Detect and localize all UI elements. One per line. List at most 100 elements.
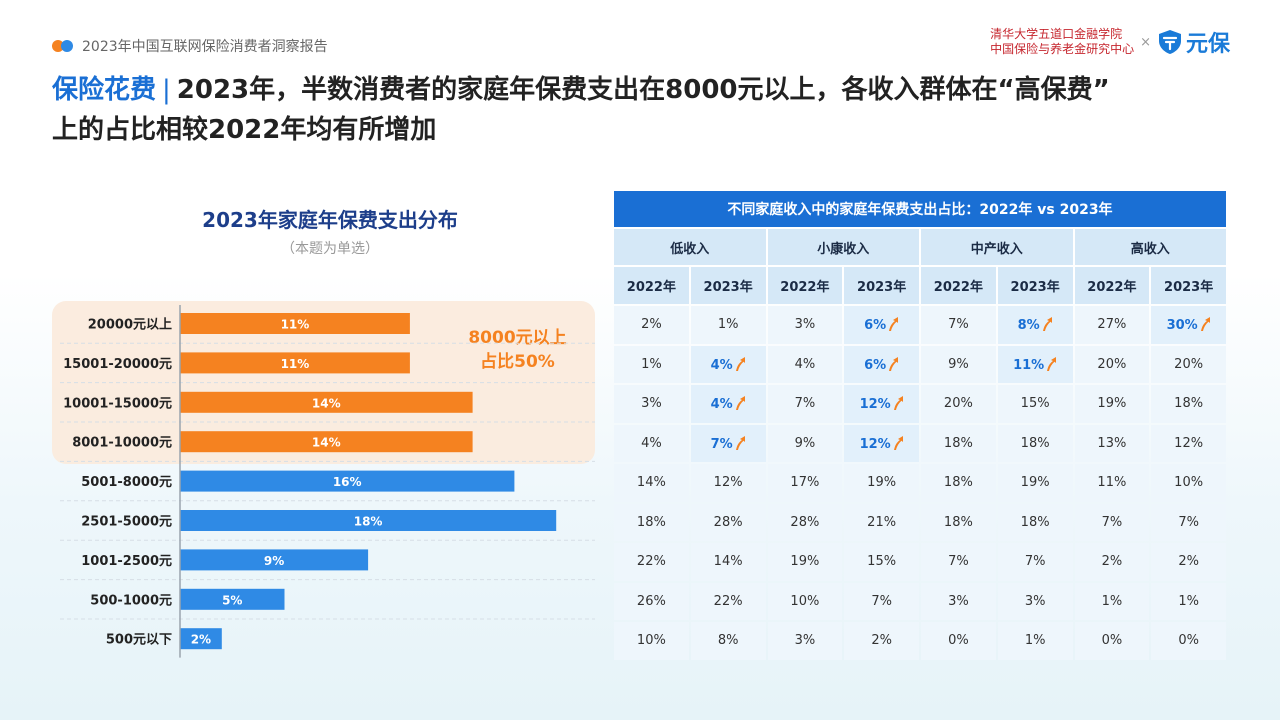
table-cell: 2% xyxy=(1151,543,1226,581)
bar xyxy=(180,470,515,492)
table-cell: 9% xyxy=(767,424,843,462)
table-cell: 3% xyxy=(767,622,843,660)
table-cell: 4% xyxy=(690,345,766,383)
table-cell: 18% xyxy=(921,464,996,502)
table-cell: 19% xyxy=(1074,385,1150,423)
up-arrow-icon xyxy=(893,396,903,411)
table-cell: 1% xyxy=(690,306,766,344)
up-arrow-icon xyxy=(735,396,745,411)
table-cell: 11% xyxy=(1074,464,1150,502)
year-header: 2023年 xyxy=(1151,267,1226,304)
table-cell: 7% xyxy=(844,582,919,620)
table-cell: 6% xyxy=(844,345,919,383)
group-header: 低收入 xyxy=(614,229,766,265)
value-label: 16% xyxy=(333,475,362,489)
table-cell: 7% xyxy=(921,306,996,344)
table-cell: 13% xyxy=(1074,424,1150,462)
table-cell: 26% xyxy=(614,582,689,620)
table-row: 4% 7% 9% 12% 18% 18% 13% 12% xyxy=(614,424,1226,462)
table-cell: 12% xyxy=(844,424,919,462)
table-cell: 3% xyxy=(997,582,1073,620)
up-arrow-icon xyxy=(889,356,899,371)
bar xyxy=(180,628,222,650)
year-header: 2023年 xyxy=(844,267,919,304)
category-label: 10001-15000元 xyxy=(63,396,172,411)
value-label: 18% xyxy=(354,515,383,529)
value-label: 14% xyxy=(312,396,341,410)
value-label: 11% xyxy=(281,357,310,371)
bar xyxy=(180,391,473,413)
up-arrow-icon xyxy=(1047,356,1057,371)
group-header: 小康收入 xyxy=(767,229,919,265)
table-cell: 6% xyxy=(844,306,919,344)
table-cell: 10% xyxy=(1151,464,1226,502)
report-header: 2023年中国互联网保险消费者洞察报告 xyxy=(52,36,328,56)
value-label: 9% xyxy=(264,554,284,568)
group-header: 中产收入 xyxy=(921,229,1073,265)
table-cell: 2% xyxy=(844,622,919,660)
table-cell: 22% xyxy=(614,543,689,581)
brand-logo: 元保 xyxy=(1157,26,1230,58)
table-cell: 12% xyxy=(844,385,919,423)
table-cell: 1% xyxy=(1151,582,1226,620)
category-label: 1001-2500元 xyxy=(81,554,172,569)
report-logo-dots-icon xyxy=(52,39,76,53)
table-row: 1% 4% 4% 6% 9% 11% 20% 20% xyxy=(614,345,1226,383)
year-header: 2023年 xyxy=(690,267,766,304)
table-row: 26% 22% 10% 7% 3% 3% 1% 1% xyxy=(614,582,1226,620)
table-body: 2% 1% 3% 6% 7% 8% 27% 30% 1% 4% 4% 6% 9% 11% 20% 20% 3% 4… xyxy=(614,306,1226,660)
table-cell: 7% xyxy=(921,543,996,581)
brand-name: 元保 xyxy=(1185,32,1230,57)
year-header-row: 2022年 2023年 2022年 2023年 2022年 2023年 2022年 2023年 xyxy=(614,267,1226,304)
category-label: 5001-8000元 xyxy=(81,475,172,490)
bar xyxy=(180,431,473,453)
category-label: 15001-20000元 xyxy=(63,357,172,372)
report-title: 2023年中国互联网保险消费者洞察报告 xyxy=(82,39,328,55)
value-label: 14% xyxy=(312,436,341,450)
table-cell: 12% xyxy=(690,464,766,502)
table-cell: 18% xyxy=(921,503,996,541)
category-label: 20000元以上 xyxy=(88,318,172,333)
table-row: 2% 1% 3% 6% 7% 8% 27% 30% xyxy=(614,306,1226,344)
table-cell: 1% xyxy=(1074,582,1150,620)
table-cell: 10% xyxy=(767,582,843,620)
table-cell: 1% xyxy=(614,345,689,383)
table-cell: 0% xyxy=(1151,622,1226,660)
table-cell: 18% xyxy=(921,424,996,462)
org-line-1: 清华大学五道口金融学院 xyxy=(990,27,1123,41)
bar xyxy=(180,588,285,610)
table-cell: 0% xyxy=(921,622,996,660)
year-header: 2022年 xyxy=(1074,267,1150,304)
table-cell: 14% xyxy=(614,464,689,502)
times-sign: × xyxy=(1140,34,1151,50)
shield-logo-icon xyxy=(1158,30,1181,54)
table-cell: 18% xyxy=(997,424,1073,462)
table-cell: 20% xyxy=(921,385,996,423)
table-cell: 8% xyxy=(690,622,766,660)
year-header: 2022年 xyxy=(767,267,843,304)
table-cell: 20% xyxy=(1074,345,1150,383)
table-cell: 28% xyxy=(767,503,843,541)
table-cell: 3% xyxy=(767,306,843,344)
bar xyxy=(180,510,557,531)
title-highlight: 保险花费 xyxy=(52,75,157,105)
chart-title: 2023年家庭年保费支出分布 xyxy=(202,208,458,232)
table-cell: 15% xyxy=(844,543,919,581)
category-label: 2501-5000元 xyxy=(81,515,172,530)
annotation-line-2: 占比50% xyxy=(480,352,555,372)
year-header: 2023年 xyxy=(997,267,1073,304)
table-cell: 19% xyxy=(997,464,1073,502)
table-cell: 19% xyxy=(767,543,843,581)
table-cell: 8% xyxy=(997,306,1073,344)
year-header: 2022年 xyxy=(921,267,996,304)
group-header-row: 低收入 小康收入 中产收入 高收入 xyxy=(614,229,1226,265)
table-cell: 27% xyxy=(1074,306,1150,344)
value-label: 11% xyxy=(281,318,310,332)
page-title: 保险花费 | 2023年，半数消费者的家庭年保费支出在8000元以上，各收入群体在“… xyxy=(52,70,1242,150)
table-row: 14% 12% 17% 19% 18% 19% 11% 10% xyxy=(614,464,1226,502)
table-row: 18% 28% 28% 21% 18% 18% 7% 7% xyxy=(614,503,1226,541)
category-label: 500-1000元 xyxy=(90,593,172,608)
table-cell: 28% xyxy=(690,503,766,541)
group-header: 高收入 xyxy=(1074,229,1226,265)
table-cell: 19% xyxy=(844,464,919,502)
